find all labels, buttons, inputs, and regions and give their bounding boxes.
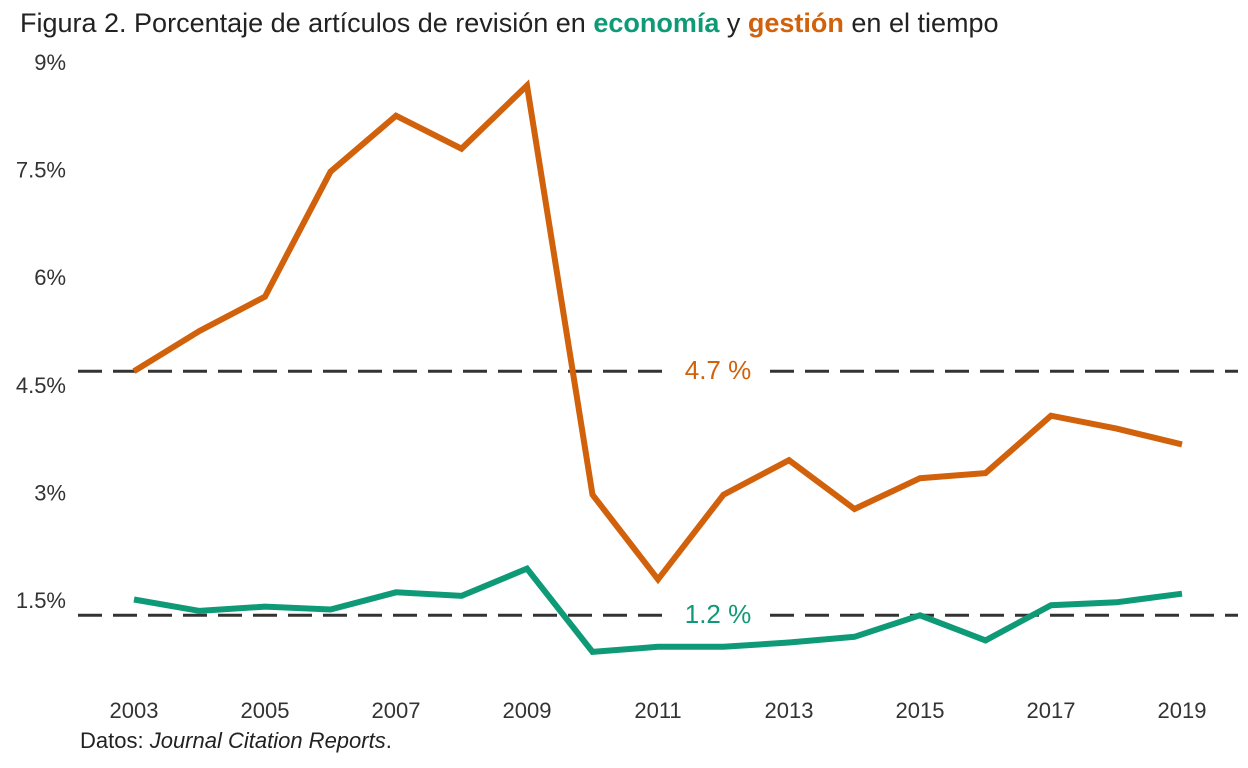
x-tick-label: 2005 bbox=[241, 698, 290, 723]
title-connector: y bbox=[719, 8, 748, 38]
reference-label-gestion: 4.7 % bbox=[685, 355, 752, 385]
x-tick-label: 2011 bbox=[634, 698, 681, 723]
x-tick-label: 2003 bbox=[110, 698, 159, 723]
data-point-gestion bbox=[393, 113, 399, 119]
source-note: Datos: Journal Citation Reports. bbox=[80, 728, 392, 754]
title-gestion-word: gestión bbox=[747, 8, 844, 38]
x-axis: 2003 2005 2007 2009 2011 2013 2015 2017 2019 bbox=[110, 698, 1207, 723]
title-economia-word: economía bbox=[593, 8, 720, 38]
x-tick-label: 2019 bbox=[1158, 698, 1207, 723]
x-tick-label: 2009 bbox=[503, 698, 552, 723]
data-point-gestion bbox=[524, 83, 530, 89]
data-point-economia bbox=[328, 607, 334, 613]
reference-lines: 4.7 % 1.2 % bbox=[78, 355, 1238, 629]
series-lines bbox=[131, 79, 1185, 656]
data-point-economia bbox=[721, 644, 727, 650]
data-point-economia bbox=[1048, 602, 1054, 608]
source-end: . bbox=[385, 728, 392, 753]
data-point-gestion bbox=[459, 146, 465, 152]
data-point-gestion bbox=[917, 475, 923, 481]
data-point-economia bbox=[655, 644, 661, 650]
data-point-gestion bbox=[131, 368, 137, 374]
data-point-economia bbox=[197, 608, 203, 614]
chart-title: Figura 2. Porcentaje de artículos de rev… bbox=[20, 8, 999, 39]
y-axis: 9% 7.5% 6% 4.5% 3% 1.5% bbox=[16, 50, 66, 613]
source-label: Datos: bbox=[80, 728, 150, 753]
title-suffix: en el tiempo bbox=[843, 8, 999, 38]
data-point-gestion bbox=[197, 328, 203, 334]
data-point-gestion bbox=[1179, 441, 1185, 447]
data-point-gestion bbox=[1114, 426, 1120, 432]
y-tick-label: 3% bbox=[34, 480, 66, 505]
data-point-economia bbox=[590, 649, 596, 655]
data-point-gestion bbox=[262, 294, 268, 300]
data-point-economia bbox=[131, 596, 137, 602]
data-point-gestion bbox=[1048, 413, 1054, 419]
x-tick-label: 2007 bbox=[372, 698, 421, 723]
x-tick-label: 2015 bbox=[896, 698, 945, 723]
source-name: Journal Citation Reports bbox=[149, 728, 386, 753]
title-prefix: Figura 2. Porcentaje de artículos de rev… bbox=[20, 8, 594, 38]
y-tick-label: 1.5% bbox=[16, 588, 66, 613]
data-point-gestion bbox=[983, 470, 989, 476]
data-point-gestion bbox=[721, 492, 727, 498]
data-point-economia bbox=[524, 566, 530, 572]
series-line-gestion bbox=[132, 79, 1183, 585]
x-tick-label: 2013 bbox=[765, 698, 814, 723]
data-point-economia bbox=[459, 593, 465, 599]
data-point-gestion bbox=[655, 576, 661, 582]
data-point-economia bbox=[1114, 599, 1120, 605]
data-point-gestion bbox=[590, 492, 596, 498]
y-tick-label: 7.5% bbox=[16, 157, 66, 182]
data-point-economia bbox=[983, 637, 989, 643]
data-point-economia bbox=[786, 640, 792, 646]
data-point-economia bbox=[852, 634, 858, 640]
data-point-economia bbox=[1179, 591, 1185, 597]
y-tick-label: 6% bbox=[34, 265, 66, 290]
data-point-economia bbox=[262, 604, 268, 610]
data-point-economia bbox=[393, 589, 399, 595]
data-point-gestion bbox=[786, 457, 792, 463]
y-tick-label: 9% bbox=[34, 50, 66, 75]
reference-label-economia: 1.2 % bbox=[685, 599, 752, 629]
data-point-gestion bbox=[328, 169, 334, 175]
x-tick-label: 2017 bbox=[1027, 698, 1076, 723]
data-point-gestion bbox=[852, 506, 858, 512]
y-tick-label: 4.5% bbox=[16, 373, 66, 398]
series-line-economia bbox=[133, 564, 1183, 656]
data-point-economia bbox=[917, 612, 923, 618]
